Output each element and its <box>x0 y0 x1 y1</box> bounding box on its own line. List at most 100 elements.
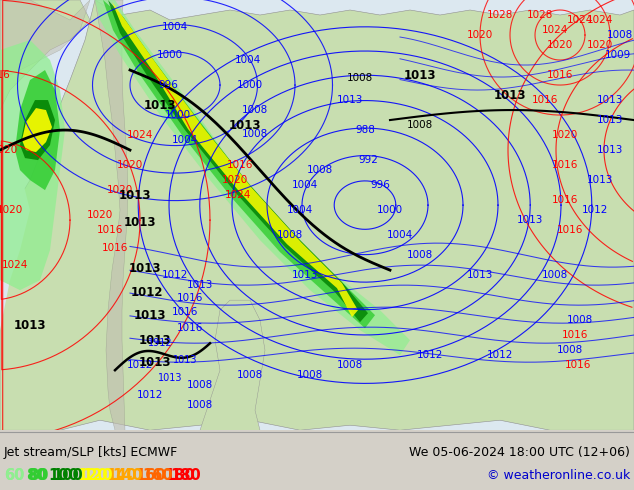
Text: 1020: 1020 <box>87 210 113 220</box>
Text: 1013: 1013 <box>597 145 623 155</box>
Text: 1000: 1000 <box>165 110 191 120</box>
Text: 1004: 1004 <box>172 135 198 145</box>
Text: 120: 120 <box>82 467 113 483</box>
Text: 1912: 1912 <box>148 338 172 348</box>
Text: 1024: 1024 <box>567 15 593 25</box>
Text: 1012: 1012 <box>127 360 153 370</box>
Text: 1016: 1016 <box>227 160 253 170</box>
Text: 1013: 1013 <box>229 119 261 131</box>
Text: 1008: 1008 <box>337 360 363 370</box>
Polygon shape <box>112 2 358 317</box>
Text: 180: 180 <box>170 467 201 483</box>
Polygon shape <box>0 40 65 290</box>
Text: 996: 996 <box>370 180 390 190</box>
Text: 988: 988 <box>355 125 375 135</box>
Polygon shape <box>0 0 90 80</box>
Polygon shape <box>108 0 368 322</box>
Text: 100: 100 <box>52 467 83 483</box>
Text: 1016: 1016 <box>102 243 128 253</box>
Text: 1013: 1013 <box>124 216 156 229</box>
Text: 1013: 1013 <box>467 270 493 280</box>
Polygon shape <box>15 70 60 190</box>
Text: 1013: 1013 <box>597 115 623 125</box>
Text: 1028: 1028 <box>487 10 513 20</box>
Text: 1013: 1013 <box>187 280 213 290</box>
Text: 1008: 1008 <box>237 370 263 380</box>
Text: 1020: 1020 <box>552 130 578 140</box>
Text: 1016: 1016 <box>552 160 578 170</box>
Text: 1008: 1008 <box>242 129 268 139</box>
Text: 1013: 1013 <box>597 95 623 105</box>
Text: 1013: 1013 <box>517 215 543 225</box>
Text: 80: 80 <box>26 467 46 483</box>
Text: 1008: 1008 <box>187 380 213 390</box>
Text: 1024: 1024 <box>587 15 613 25</box>
Text: 1020: 1020 <box>117 160 143 170</box>
Text: 1004: 1004 <box>162 22 188 32</box>
Text: 1016: 1016 <box>177 323 203 333</box>
Text: 1020: 1020 <box>222 175 248 185</box>
Text: 1008: 1008 <box>187 400 213 410</box>
Text: 1013: 1013 <box>172 355 197 365</box>
Text: 1008: 1008 <box>307 165 333 175</box>
Polygon shape <box>95 0 128 430</box>
Polygon shape <box>22 108 52 152</box>
Text: 1004: 1004 <box>387 230 413 240</box>
Text: 1024: 1024 <box>2 260 28 270</box>
Text: 1024: 1024 <box>542 25 568 35</box>
Text: 1008: 1008 <box>542 270 568 280</box>
Text: 1016: 1016 <box>565 360 591 370</box>
Text: 1013: 1013 <box>158 373 182 383</box>
Text: 1020: 1020 <box>107 185 133 195</box>
Text: 1008: 1008 <box>242 105 268 115</box>
Text: 1008: 1008 <box>557 345 583 355</box>
Text: 1013: 1013 <box>292 270 318 280</box>
Text: 1012: 1012 <box>487 350 513 360</box>
Text: 1004: 1004 <box>287 205 313 215</box>
Text: 60: 60 <box>4 467 24 483</box>
Polygon shape <box>95 0 410 355</box>
Text: 80: 80 <box>28 467 48 483</box>
Polygon shape <box>200 300 265 430</box>
Text: 1013: 1013 <box>14 318 46 332</box>
Text: 1008: 1008 <box>407 120 433 130</box>
Text: 1012: 1012 <box>131 286 163 298</box>
Text: 60: 60 <box>4 467 24 483</box>
Text: We 05-06-2024 18:00 UTC (12+06): We 05-06-2024 18:00 UTC (12+06) <box>409 446 630 459</box>
Text: 1024: 1024 <box>127 130 153 140</box>
Text: 1008: 1008 <box>407 250 433 260</box>
Text: 100: 100 <box>48 467 79 483</box>
Text: 1013: 1013 <box>404 69 436 81</box>
Text: 1012: 1012 <box>162 270 188 280</box>
Text: 1013: 1013 <box>144 98 176 112</box>
Text: 1012: 1012 <box>137 390 163 400</box>
Text: 992: 992 <box>358 155 378 165</box>
Text: 1004: 1004 <box>292 180 318 190</box>
Text: © weatheronline.co.uk: © weatheronline.co.uk <box>487 468 630 482</box>
Text: 1020: 1020 <box>0 205 23 215</box>
Text: 1016: 1016 <box>552 195 578 205</box>
Text: 1016: 1016 <box>97 225 123 235</box>
Text: 160: 160 <box>142 467 172 483</box>
Text: 1016: 1016 <box>557 225 583 235</box>
Text: 1028: 1028 <box>527 10 553 20</box>
Text: 1012: 1012 <box>417 350 443 360</box>
Text: 1012: 1012 <box>582 205 608 215</box>
Text: 1000: 1000 <box>377 205 403 215</box>
Text: 180: 180 <box>164 467 195 483</box>
Text: 1016: 1016 <box>562 330 588 340</box>
Text: 1020: 1020 <box>0 145 18 155</box>
Text: 1000: 1000 <box>157 50 183 60</box>
Text: 1013: 1013 <box>587 175 613 185</box>
Text: 120: 120 <box>77 467 108 483</box>
Text: 1016: 1016 <box>177 293 203 303</box>
Text: 1013: 1013 <box>139 356 171 368</box>
Text: 1024: 1024 <box>225 190 251 200</box>
Text: 996: 996 <box>158 80 178 90</box>
Polygon shape <box>0 0 30 330</box>
Text: 140: 140 <box>112 467 143 483</box>
Text: 140: 140 <box>106 467 136 483</box>
Text: Jet stream/SLP [kts] ECMWF: Jet stream/SLP [kts] ECMWF <box>4 446 178 459</box>
Text: 1008: 1008 <box>347 73 373 83</box>
Text: 1016: 1016 <box>172 307 198 317</box>
